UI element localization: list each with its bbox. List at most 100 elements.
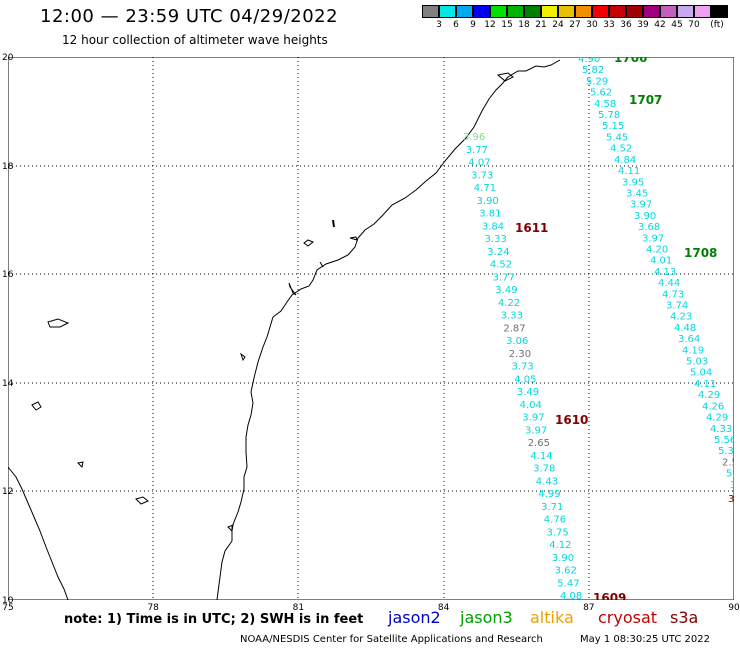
longitude-label: 84 [437,603,450,613]
wave-height-value: 5.59 [726,469,734,480]
wave-height-value: 4.43 [536,476,558,487]
wave-height-value: 4.44 [658,278,680,289]
longitude-label: 87 [583,603,595,613]
wave-height-value: 4.48 [674,323,696,334]
colorbar-label: 39 [637,20,649,30]
wave-height-value: 4.99 [538,489,560,500]
wave-height-value: 2.30 [509,349,531,360]
wave-height-value: 3.84 [482,221,504,232]
wave-height-value: 5.56 [714,435,734,446]
wave-height-value: 4.01 [650,256,672,267]
wave-height-value: 4.90 [578,57,600,65]
colorbar-swatch [694,5,711,18]
colorbar-swatch [422,5,439,18]
legend-note: note: 1) Time is in UTC; 2) SWH is in fe… [64,612,364,627]
wave-height-map: 4.905.825.295.624.585.785.155.454.524.84… [8,57,734,600]
wave-height-value: 4.26 [702,401,724,412]
satellite-s3a: s3a [670,608,699,627]
colorbar-label: 33 [603,20,615,30]
colorbar-label: 15 [501,20,513,30]
colorbar-swatch [524,5,541,18]
longitude-label: 90 [728,603,740,613]
colorbar-swatch [660,5,677,18]
colorbar-swatch [626,5,643,18]
wave-height-value: 5.15 [602,121,624,132]
latitude-label: 10 [2,596,14,606]
map-frame [8,57,734,600]
colorbar [422,5,728,18]
wave-height-value: 4.29 [698,390,720,401]
wave-height-value: 3.49 [495,285,517,296]
wave-height-value: 3.73 [471,170,493,181]
colorbar-swatch [711,5,728,18]
wave-height-value: 3.90 [477,196,499,207]
colorbar-label: (ft) [710,20,724,30]
latitude-label: 20 [2,53,14,63]
footer-credit: NOAA/NESDIS Center for Satellite Applica… [240,634,543,645]
longitude-label: 78 [147,603,159,613]
pass-time-label: 1610 [555,413,588,427]
wave-height-value: 4.11 [694,379,716,390]
latitude-label: 16 [2,270,14,281]
wave-height-value: 3.64 [678,334,700,345]
wave-height-value: 5.38 [718,446,734,457]
wave-height-value: 3.33 [485,234,507,245]
wave-height-value: 2.65 [528,438,550,449]
wave-height-value: 3.24 [487,247,509,258]
colorbar-label: 18 [518,20,530,30]
wave-height-value: 5.47 [557,578,579,589]
wave-height-value: 4.58 [594,99,616,110]
wave-height-value: 4.08 [560,591,582,600]
graticule [8,57,734,600]
wave-height-value: 3.73 [512,362,534,373]
wave-height-value: 3.45 [626,189,648,200]
colorbar-swatch [439,5,456,18]
satellite-jason3: jason3 [460,608,513,627]
wave-height-value: 4.33 [710,424,732,435]
wave-height-value: 5.45 [606,132,628,143]
wave-height-value: 3.77 [493,272,515,283]
wave-height-value: 5.04 [690,368,712,379]
colorbar-swatch [677,5,694,18]
footer-timestamp: May 1 08:30:25 UTC 2022 [580,634,710,645]
colorbar-swatch [473,5,490,18]
colorbar-label: 24 [552,20,564,30]
wave-height-value: 4.05 [514,374,536,385]
wave-height-value: 4.12 [549,540,571,551]
wave-height-value: 5.62 [590,88,612,99]
latitude-label: 12 [2,487,14,498]
wave-height-value: 3.97 [642,233,664,244]
wave-height-value: 5.03 [686,357,708,368]
wave-height-value: 4.20 [646,245,668,256]
colorbar-label: 6 [453,20,459,30]
colorbar-label: 9 [470,20,476,30]
colorbar-label: 12 [484,20,496,30]
colorbar-swatch [456,5,473,18]
colorbar-swatch [541,5,558,18]
wave-height-value: 4.22 [498,298,520,309]
wave-height-value: 3.06 [506,336,528,347]
altimeter-track-1610: 3.963.774.073.734.713.903.813.843.333.24… [463,132,582,600]
colorbar-label: 21 [535,20,547,30]
colorbar-labels: 3 6 9 12 15 18 21 24 27 30 33 36 39 42 45 70 (ft) [422,20,740,34]
wave-height-value: 5.82 [582,65,604,76]
wave-height-value: 4.11 [618,166,640,177]
colorbar-label: 30 [586,20,598,30]
colorbar-swatch [558,5,575,18]
satellite-jason2: jason2 [388,608,441,627]
wave-height-value: 3.78 [533,464,555,475]
satellite-cryosat: cryosat [598,608,658,627]
longitude-label: 75 [2,603,14,613]
pass-time-label: 1611 [515,221,548,235]
wave-height-value: 3.96 [463,132,485,143]
latitude-label: 14 [2,378,14,389]
wave-height-value: 3.90 [634,211,656,222]
colorbar-label: 27 [569,20,581,30]
colorbar-swatch [643,5,660,18]
wave-height-value: 2.87 [503,323,525,334]
pass-time-label: 1706 [614,57,647,65]
wave-height-value: 4.52 [490,260,512,271]
wave-height-value: 4.04 [520,400,542,411]
wave-height-value: 5.29 [586,76,608,87]
wave-height-value: 3.90 [552,553,574,564]
